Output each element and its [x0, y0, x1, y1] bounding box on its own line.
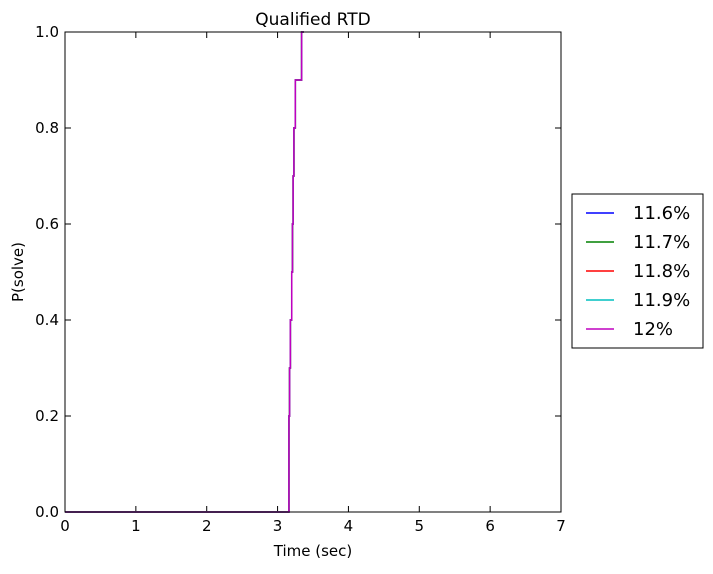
x-tick-label: 6 — [485, 517, 495, 535]
legend: 11.6% 11.7% 11.8% 11.9% 12% — [571, 193, 704, 349]
x-tick-label: 5 — [415, 517, 425, 535]
x-tick-label: 0 — [60, 517, 70, 535]
plot-area-frame — [64, 31, 562, 513]
y-tick-label: 0.4 — [35, 311, 59, 329]
x-tick-label: 2 — [202, 517, 212, 535]
x-tick-label: 7 — [556, 517, 566, 535]
y-tick-label: 0.2 — [35, 407, 59, 425]
x-tick-label: 4 — [344, 517, 354, 535]
legend-label: 11.8% — [633, 261, 690, 282]
legend-label: 11.7% — [633, 232, 690, 253]
legend-label: 12% — [633, 319, 673, 340]
x-axis-label: Time (sec) — [273, 542, 352, 560]
x-tick-label: 1 — [131, 517, 141, 535]
chart-title: Qualified RTD — [255, 10, 370, 30]
y-tick-label: 0.6 — [35, 215, 59, 233]
y-tick-label: 1.0 — [35, 23, 59, 41]
y-tick-label: 0.8 — [35, 119, 59, 137]
y-axis-label: P(solve) — [9, 242, 27, 302]
y-tick-label: 0.0 — [35, 503, 59, 521]
x-tick-label: 3 — [273, 517, 283, 535]
legend-items: 11.6% 11.7% 11.8% 11.9% 12% — [586, 203, 690, 340]
series-layer — [65, 31, 304, 513]
legend-label: 11.9% — [633, 290, 690, 311]
legend-label: 11.6% — [633, 203, 690, 224]
series-line-4 — [65, 31, 304, 513]
